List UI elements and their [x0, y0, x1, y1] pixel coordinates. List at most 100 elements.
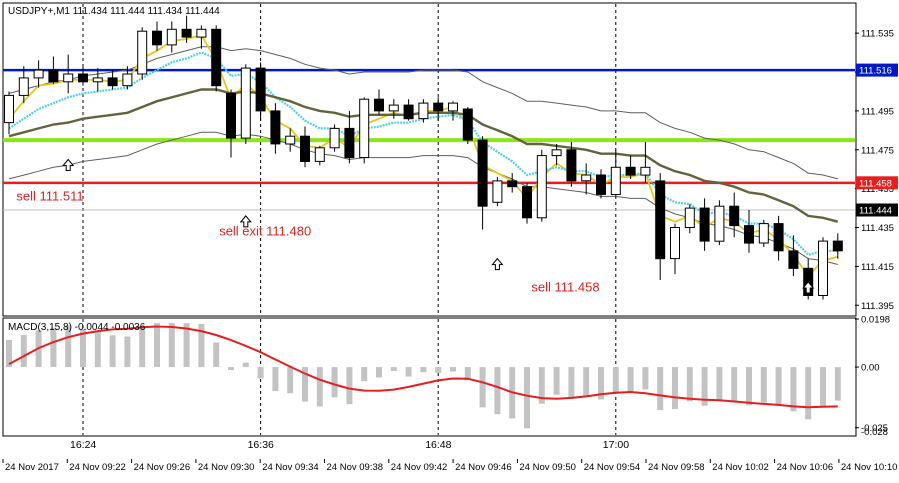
macd-bar	[168, 322, 175, 368]
price-tag-2	[856, 203, 898, 217]
candle[interactable]	[388, 99, 399, 119]
macd-bar	[405, 367, 412, 377]
candle[interactable]	[655, 173, 666, 281]
macd-bar	[361, 367, 368, 382]
macd-bar	[213, 342, 220, 367]
candle[interactable]	[699, 198, 710, 251]
candle[interactable]	[18, 66, 29, 104]
candle[interactable]	[374, 89, 384, 115]
mid-ma-line	[8, 51, 838, 256]
candle[interactable]	[359, 97, 370, 164]
macd-bar	[657, 367, 664, 411]
up-arrow-icon	[62, 158, 75, 171]
macd-bar	[820, 367, 826, 407]
candle[interactable]	[773, 215, 784, 261]
candle-body-bull	[551, 149, 562, 157]
date-label-8: 24 Nov 09:50	[519, 462, 576, 473]
candle[interactable]	[63, 54, 74, 94]
candle[interactable]	[211, 25, 222, 92]
candle[interactable]	[566, 142, 577, 187]
candle[interactable]	[714, 200, 725, 246]
candle[interactable]	[300, 126, 310, 168]
candle[interactable]	[344, 110, 355, 164]
macd-pane-frame	[2, 317, 857, 437]
macd-bar	[287, 367, 294, 394]
candle[interactable]	[507, 173, 518, 193]
candle[interactable]	[329, 124, 340, 152]
candle-body-bull	[166, 28, 177, 46]
candle-body-bear	[566, 149, 577, 182]
candle[interactable]	[596, 169, 606, 199]
candle[interactable]	[462, 107, 473, 144]
date-label-2: 24 Nov 09:26	[134, 462, 191, 473]
candle[interactable]	[181, 15, 192, 43]
candle[interactable]	[551, 143, 562, 166]
candle[interactable]	[4, 91, 14, 135]
candle[interactable]	[107, 70, 118, 90]
candle[interactable]	[78, 66, 88, 86]
candle[interactable]	[33, 60, 44, 88]
candle[interactable]	[610, 149, 621, 197]
candle[interactable]	[788, 235, 799, 277]
macd-bar	[479, 367, 486, 408]
candle[interactable]	[226, 89, 236, 158]
macd-bar	[538, 367, 545, 404]
macd-bar	[716, 367, 723, 400]
macd-bar	[376, 367, 382, 378]
date-label-7: 24 Nov 09:46	[455, 462, 512, 473]
up-arrow-icon	[802, 281, 815, 294]
date-label-0: 24 Nov 2017	[5, 462, 59, 473]
candle[interactable]	[196, 25, 207, 49]
macd-y-label-0: 0.0198	[861, 315, 890, 326]
candle-body-bear	[300, 135, 310, 162]
candle[interactable]	[640, 142, 651, 183]
candle[interactable]	[418, 99, 429, 123]
price-tag-1	[856, 176, 898, 190]
candle[interactable]	[492, 176, 503, 207]
price-tag-label-0: 111.516	[859, 66, 892, 77]
candle[interactable]	[818, 237, 828, 300]
candle[interactable]	[240, 64, 251, 144]
candle-body-bear	[832, 240, 843, 252]
candle[interactable]	[92, 68, 103, 92]
candle[interactable]	[48, 56, 59, 84]
macd-bar	[242, 362, 249, 368]
macd-bar	[583, 367, 590, 396]
candle[interactable]	[477, 136, 488, 230]
macd-bar	[701, 367, 708, 406]
candle-body-bear	[655, 180, 666, 260]
candle[interactable]	[285, 128, 296, 152]
candle[interactable]	[522, 182, 532, 224]
candle[interactable]	[403, 99, 414, 121]
symbol-header: USDJPY+,M1 111.434 111.444 111.434 111.4…	[8, 6, 220, 17]
time-label-3: 17:00	[603, 439, 629, 451]
macd-bar	[494, 367, 501, 415]
candle[interactable]	[255, 62, 266, 121]
candle[interactable]	[166, 21, 177, 53]
candle[interactable]	[625, 155, 636, 179]
candle[interactable]	[729, 192, 740, 238]
candle[interactable]	[152, 21, 162, 51]
candle[interactable]	[433, 97, 444, 121]
macd-bar	[154, 323, 160, 367]
macd-bar	[731, 367, 738, 402]
candle[interactable]	[581, 163, 592, 195]
candle-body-bear	[255, 67, 266, 112]
candle-body-bull	[581, 174, 592, 182]
candle[interactable]	[758, 219, 769, 247]
candle[interactable]	[448, 101, 458, 121]
up-arrow-icon	[239, 215, 252, 228]
candle[interactable]	[670, 223, 680, 275]
candle[interactable]	[744, 210, 754, 253]
candle[interactable]	[270, 103, 281, 154]
candle[interactable]	[684, 204, 695, 234]
candle[interactable]	[122, 66, 133, 90]
candle[interactable]	[832, 233, 843, 259]
macd-bar	[553, 367, 560, 395]
candle[interactable]	[137, 27, 148, 80]
candle[interactable]	[536, 149, 547, 222]
candle-body-bear	[48, 69, 59, 83]
candle[interactable]	[314, 145, 325, 166]
